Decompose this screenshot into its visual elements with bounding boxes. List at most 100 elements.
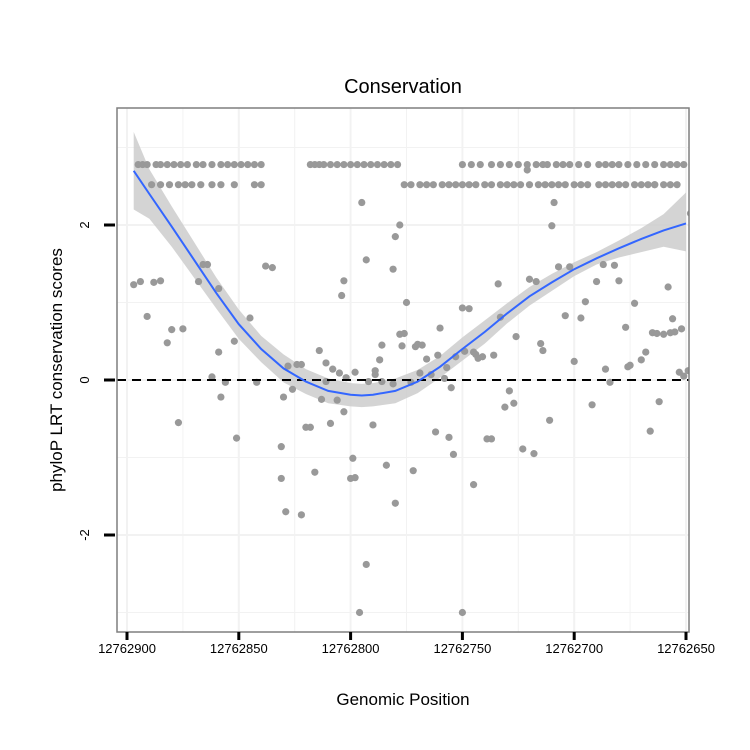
data-point xyxy=(677,325,686,333)
data-point xyxy=(262,262,270,270)
x-tick-label: 12762700 xyxy=(545,641,603,656)
data-point xyxy=(552,160,560,169)
data-point xyxy=(192,160,200,169)
y-tick-label: 0 xyxy=(77,376,92,383)
data-point xyxy=(503,181,511,189)
data-point xyxy=(630,181,639,189)
data-point xyxy=(684,367,689,375)
data-point xyxy=(443,364,451,372)
data-point xyxy=(481,181,489,189)
data-point xyxy=(494,280,502,288)
data-point xyxy=(257,160,265,169)
data-point xyxy=(208,373,216,381)
data-point xyxy=(637,181,645,189)
data-point xyxy=(606,378,614,386)
data-point xyxy=(519,445,527,453)
data-point xyxy=(523,166,531,174)
data-point xyxy=(624,160,632,169)
data-point xyxy=(546,416,554,424)
smooth-line xyxy=(132,170,687,397)
data-point xyxy=(575,160,583,169)
data-point xyxy=(156,181,165,189)
data-point xyxy=(642,160,650,169)
data-point xyxy=(409,467,417,475)
data-point xyxy=(449,450,458,458)
data-point xyxy=(215,348,223,356)
data-point xyxy=(340,160,348,169)
data-point xyxy=(315,346,323,355)
data-point xyxy=(203,260,212,269)
data-point xyxy=(194,277,203,286)
data-point xyxy=(360,160,368,169)
data-point xyxy=(660,160,668,169)
data-point xyxy=(351,474,359,482)
plot-area: 12762900 12762850 12762800 12762750 12762700… xyxy=(77,107,715,656)
data-point xyxy=(183,160,191,169)
y-tick-label: 2 xyxy=(77,221,92,228)
data-point xyxy=(393,160,402,169)
data-point xyxy=(675,368,683,376)
data-point xyxy=(431,428,440,436)
data-point xyxy=(668,315,677,323)
data-point xyxy=(651,160,659,169)
data-points xyxy=(130,160,689,617)
data-point xyxy=(510,399,518,407)
data-point xyxy=(532,160,540,169)
data-point xyxy=(673,181,681,189)
data-point xyxy=(373,160,382,169)
data-point xyxy=(168,326,176,334)
data-point xyxy=(250,160,259,169)
data-point xyxy=(429,181,437,189)
data-point xyxy=(391,233,399,241)
data-point xyxy=(376,356,384,364)
data-point xyxy=(407,181,415,189)
data-point xyxy=(349,454,357,462)
data-point xyxy=(608,160,616,169)
data-point xyxy=(338,291,346,300)
data-point xyxy=(165,181,174,189)
data-point xyxy=(333,160,341,169)
data-point xyxy=(179,325,187,333)
x-tick-label: 12762750 xyxy=(433,641,491,656)
data-point xyxy=(673,160,681,169)
data-point xyxy=(487,435,496,443)
data-point xyxy=(548,222,556,230)
data-point xyxy=(411,343,420,351)
data-point xyxy=(601,365,610,373)
data-point xyxy=(277,443,285,451)
data-point xyxy=(543,160,551,169)
y-axis-label: phyloP LRT conservation scores xyxy=(47,248,66,492)
data-point xyxy=(387,160,395,169)
data-point xyxy=(615,181,623,189)
data-point xyxy=(232,434,241,442)
data-point xyxy=(487,181,496,189)
data-point xyxy=(566,160,574,169)
data-point xyxy=(369,421,377,429)
data-point xyxy=(353,160,361,169)
data-point xyxy=(326,419,335,427)
data-point xyxy=(458,181,466,189)
data-point xyxy=(490,351,498,359)
data-point xyxy=(510,181,518,189)
data-point xyxy=(525,275,534,283)
data-point xyxy=(335,369,344,377)
plot-border xyxy=(116,107,690,633)
data-point xyxy=(588,401,596,409)
data-point xyxy=(322,359,330,367)
data-point xyxy=(282,508,290,516)
data-point xyxy=(197,181,205,189)
data-point xyxy=(347,160,355,169)
data-point xyxy=(472,181,480,189)
data-point xyxy=(423,181,431,189)
data-point xyxy=(566,263,574,271)
data-point xyxy=(530,450,538,458)
data-point xyxy=(398,342,406,350)
data-point xyxy=(595,181,603,189)
data-point xyxy=(655,398,663,406)
data-point xyxy=(215,284,223,293)
data-point xyxy=(362,256,370,264)
data-point xyxy=(400,329,408,338)
data-point xyxy=(250,181,259,189)
data-point xyxy=(577,181,585,189)
